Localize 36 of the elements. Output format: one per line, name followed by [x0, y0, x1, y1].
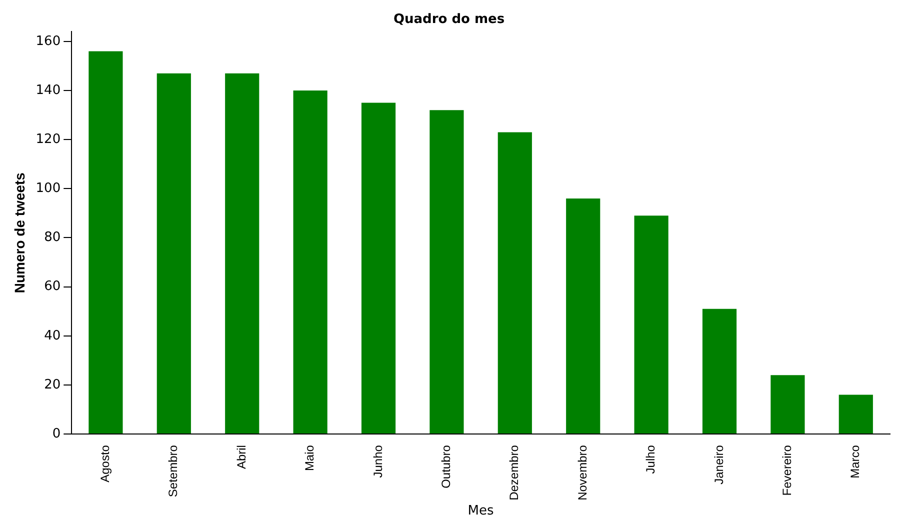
y-tick-label: 20 — [44, 377, 61, 392]
bar — [361, 102, 396, 434]
y-tick-label: 60 — [44, 279, 61, 294]
x-tick-label: Agosto — [98, 444, 112, 482]
y-tick-label: 0 — [52, 426, 61, 442]
x-tick-label: Outubro — [439, 444, 454, 488]
x-tick-label: Setembro — [166, 444, 180, 498]
x-tick-label: Dezembro — [507, 444, 522, 500]
bar — [566, 198, 600, 434]
bar — [702, 308, 737, 434]
bar — [498, 132, 532, 434]
bar — [634, 216, 668, 434]
bar — [225, 73, 260, 434]
bar — [430, 110, 464, 434]
x-tick-label: Janeiro — [712, 444, 726, 484]
y-axis-title: Numero de tweets — [11, 172, 28, 294]
x-tick-label: Junho — [370, 444, 385, 478]
x-tick-label: Novembro — [575, 444, 590, 500]
y-tick-label: 40 — [44, 328, 61, 344]
chart-title: Quadro do mes — [393, 12, 505, 28]
bar — [838, 394, 873, 434]
x-tick-label: Abril — [234, 445, 248, 470]
x-tick-label: Fevereiro — [780, 444, 794, 496]
y-tick-label: 80 — [44, 230, 61, 246]
y-tick-label: 160 — [36, 34, 61, 49]
bar — [156, 73, 191, 434]
x-tick-label: Julho — [644, 444, 658, 474]
bar — [88, 51, 123, 434]
x-axis-title: Mes — [468, 504, 494, 519]
y-tick-label: 100 — [36, 181, 61, 196]
x-tick-label: Maio — [302, 444, 317, 472]
y-tick-label: 120 — [36, 132, 61, 147]
bar — [293, 90, 328, 434]
bar — [770, 375, 805, 434]
y-tick-label: 140 — [36, 82, 61, 98]
x-tick-label: Marco — [848, 444, 862, 478]
